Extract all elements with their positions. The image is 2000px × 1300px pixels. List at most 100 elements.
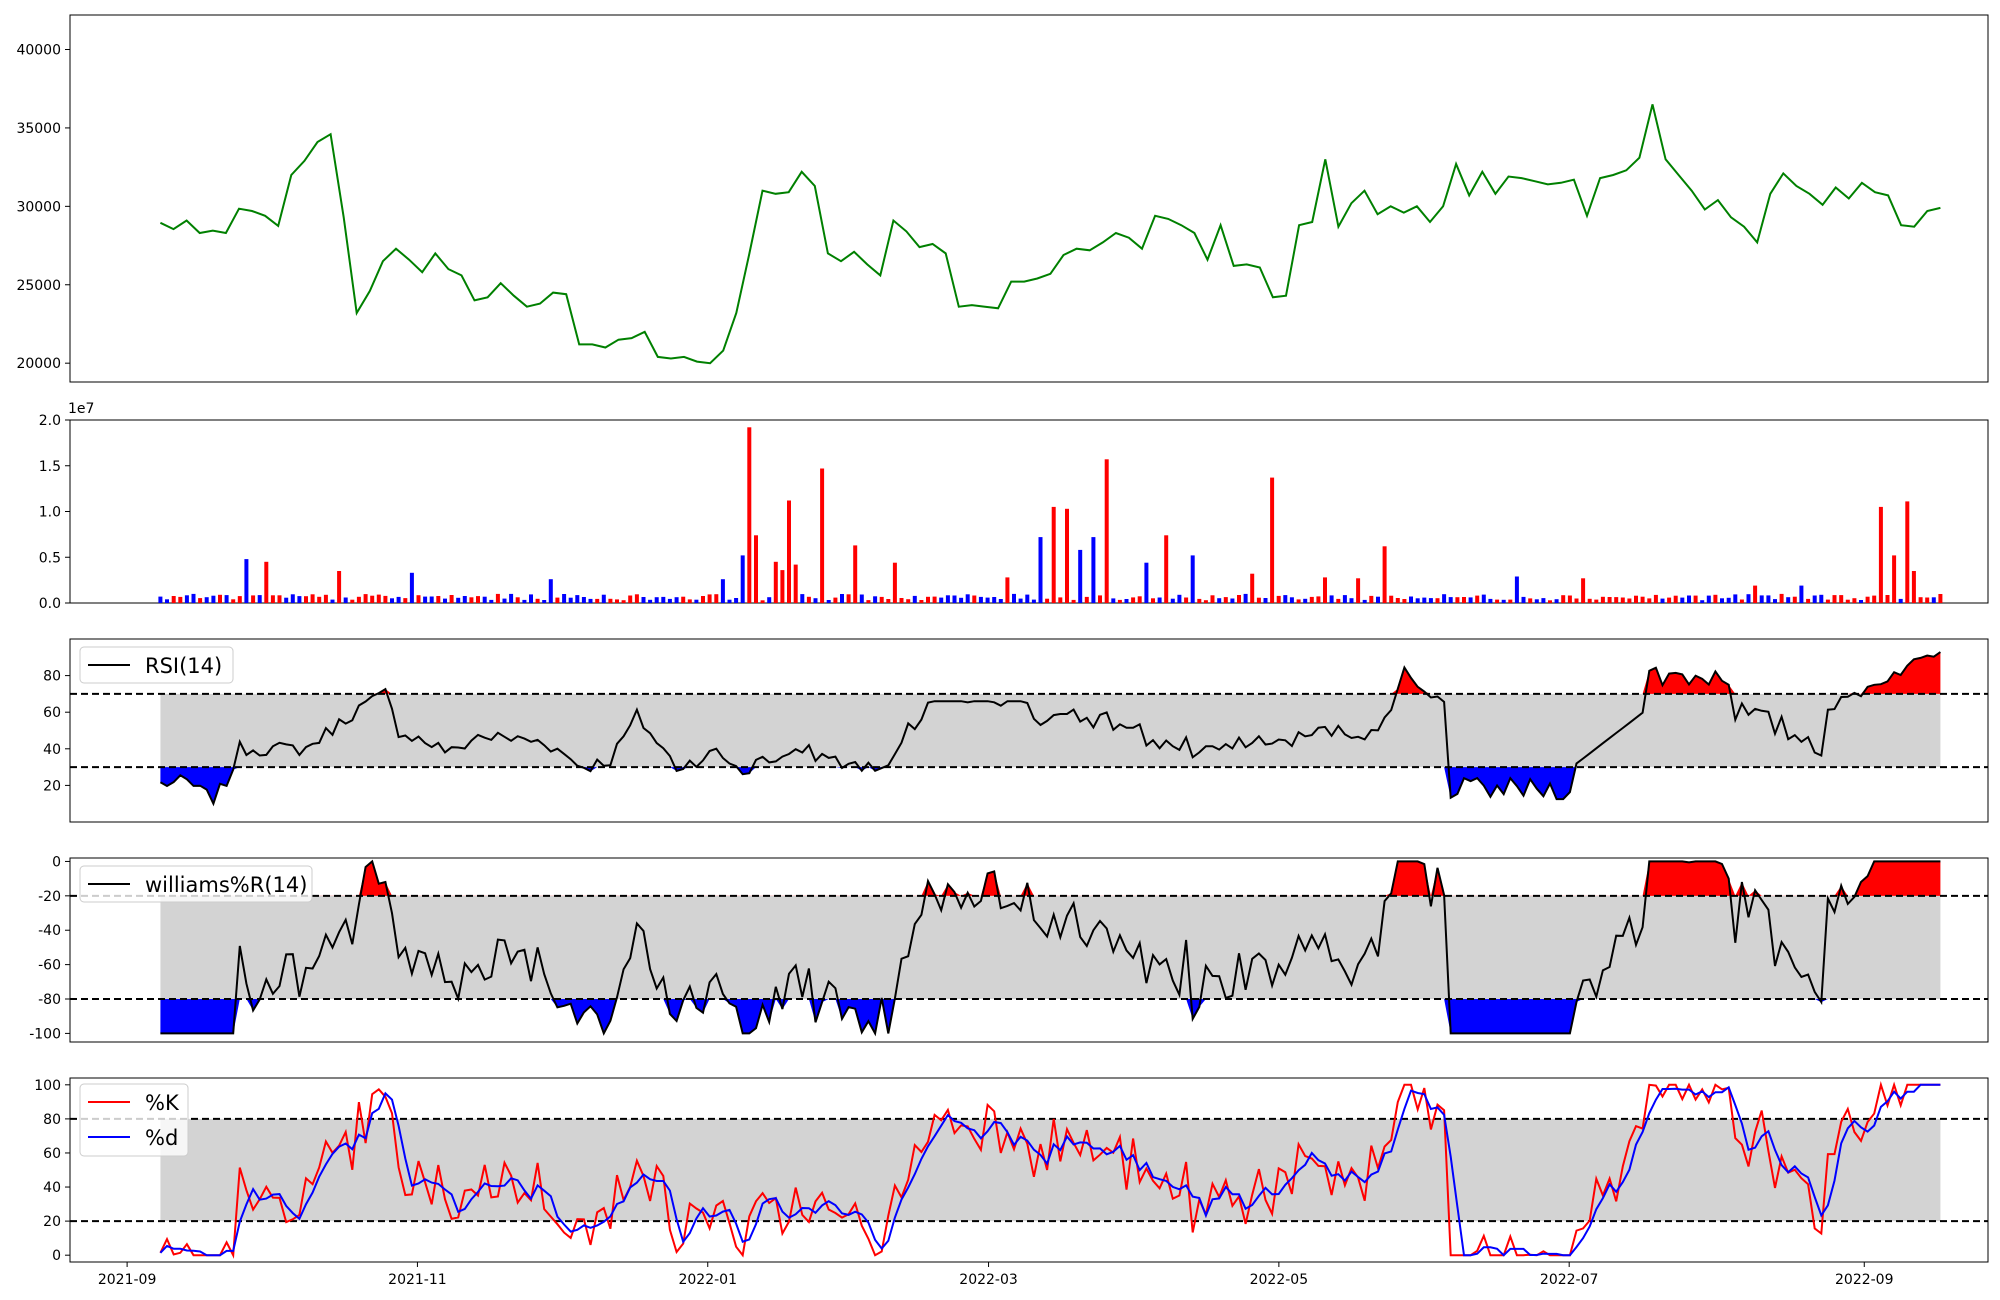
volume-bar (297, 596, 302, 603)
volume-bar (184, 595, 189, 603)
volume-bar (1402, 599, 1407, 603)
volume-bar (1898, 598, 1903, 603)
volume-bar (1144, 562, 1149, 603)
volume-bar (337, 571, 342, 603)
volume-bar (1753, 585, 1758, 603)
volume-bar (952, 595, 957, 603)
volume-bar (409, 572, 414, 603)
volume-bar (1223, 597, 1228, 603)
volume-bar (1098, 595, 1102, 603)
price-frame (69, 14, 1989, 383)
volume-bar (628, 595, 633, 603)
volume-bar (1356, 578, 1361, 603)
volume-bar (502, 598, 507, 603)
volume-bar (1706, 595, 1711, 603)
volume-bar (1197, 598, 1202, 603)
volume-bar (542, 600, 547, 603)
volume-bar (1303, 598, 1308, 603)
volume-bar (1309, 596, 1314, 603)
volume-bar (1256, 597, 1261, 603)
volume-bar (1587, 598, 1592, 603)
volume-bar (449, 595, 454, 603)
williams-ytick-label: -20 (38, 889, 61, 905)
volume-bar (1653, 594, 1658, 603)
volume-bar (581, 597, 586, 603)
volume-bar (1872, 595, 1877, 603)
volume-bar (204, 597, 209, 603)
volume-bar (158, 596, 163, 603)
williams-legend: williams%R(14) (79, 865, 313, 903)
volume-bar (390, 598, 394, 603)
volume-bar (1382, 546, 1387, 603)
volume-bar (218, 594, 222, 603)
volume-bar (972, 595, 977, 603)
volume-bar (873, 596, 878, 603)
volume-bar (1528, 598, 1533, 603)
volume-bar (1687, 595, 1691, 603)
volume-bar (1342, 595, 1347, 603)
rsi-oversold-fill (160, 767, 1941, 804)
volume-bar (1395, 598, 1400, 603)
volume-bar (1468, 597, 1473, 603)
volume-bar (1700, 600, 1705, 603)
volume-bar (661, 596, 666, 603)
volume-bar (978, 596, 983, 603)
volume-bar (231, 599, 236, 603)
volume-bar (1614, 597, 1619, 603)
volume-bar (787, 500, 791, 603)
volume-ytick-label: 2.0 (39, 413, 61, 429)
volume-bar (1157, 597, 1162, 603)
volume-bar (1289, 597, 1294, 603)
rsi-panel: 20 40 60 80 (43, 638, 1989, 823)
volume-bar (1018, 598, 1023, 603)
volume-bar (998, 599, 1003, 603)
volume-bar (793, 564, 798, 603)
volume-bar (1210, 595, 1215, 603)
volume-bar (1726, 597, 1731, 603)
volume-bar (1640, 596, 1645, 603)
volume-bar (456, 597, 461, 603)
volume-bar (1376, 596, 1380, 603)
volume-bar (773, 561, 778, 603)
x-tick-label: 2022-07 (1540, 1272, 1599, 1288)
volume-bar (899, 598, 904, 603)
volume-bar (1025, 594, 1030, 603)
volume-bar (1131, 597, 1136, 603)
volume-bar (1137, 596, 1142, 603)
volume-bar (1938, 594, 1943, 603)
volume-bar (1634, 595, 1638, 603)
williams-ytick-label: -80 (38, 992, 61, 1008)
x-tick-label: 2021-09 (98, 1272, 157, 1288)
volume-bar (1170, 598, 1175, 603)
volume-bar (1488, 598, 1493, 603)
volume-bar (191, 593, 196, 603)
price-line (159, 104, 1941, 365)
volume-bar (1501, 599, 1506, 603)
volume-bar (1541, 598, 1546, 603)
volume-bar (1217, 598, 1222, 603)
stochastic-ytick-label: 0 (52, 1248, 61, 1264)
volume-bar (1746, 594, 1751, 603)
volume-bar (244, 559, 249, 603)
volume-bar (330, 599, 335, 603)
williams-line-0 (160, 859, 1941, 1037)
volume-bar (1792, 596, 1797, 603)
williams-neutral-band (160, 895, 1941, 1000)
volume-bar (1462, 597, 1466, 603)
volume-bar (687, 599, 692, 603)
volume-bar (919, 600, 924, 603)
volume-bar (1905, 501, 1910, 603)
volume-bar (707, 594, 712, 603)
volume-bar (1561, 595, 1566, 603)
rsi-legend-label: RSI(14) (145, 654, 222, 678)
volume-bar (555, 597, 560, 603)
volume-bar (833, 597, 838, 603)
volume-bar (641, 597, 646, 603)
volume-bar (1839, 595, 1844, 603)
rsi-line-0 (159, 651, 1941, 807)
williams-ytick-label: -60 (38, 958, 61, 974)
volume-bar (1620, 597, 1625, 603)
volume-bar (1865, 596, 1870, 603)
volume-bar (780, 570, 785, 603)
volume-bar (1349, 598, 1354, 603)
